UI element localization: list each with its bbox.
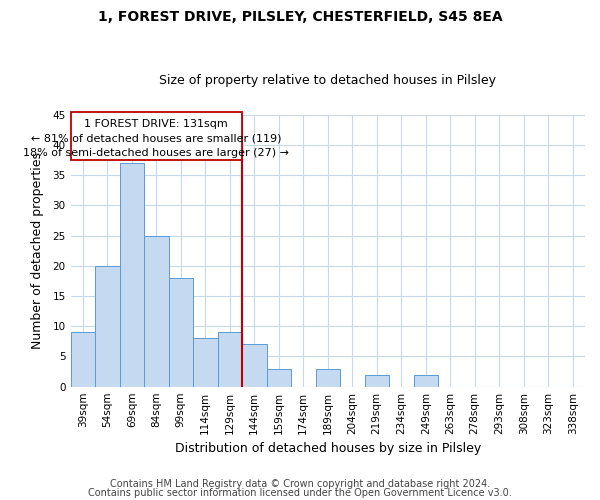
Text: ← 81% of detached houses are smaller (119): ← 81% of detached houses are smaller (11… bbox=[31, 133, 281, 143]
Text: 18% of semi-detached houses are larger (27) →: 18% of semi-detached houses are larger (… bbox=[23, 148, 289, 158]
X-axis label: Distribution of detached houses by size in Pilsley: Distribution of detached houses by size … bbox=[175, 442, 481, 455]
Text: 1 FOREST DRIVE: 131sqm: 1 FOREST DRIVE: 131sqm bbox=[85, 118, 228, 128]
Text: Contains HM Land Registry data © Crown copyright and database right 2024.: Contains HM Land Registry data © Crown c… bbox=[110, 479, 490, 489]
Bar bbox=[413, 374, 438, 386]
Bar bbox=[218, 332, 242, 386]
Bar bbox=[144, 236, 169, 386]
Bar bbox=[193, 338, 218, 386]
Text: Contains public sector information licensed under the Open Government Licence v3: Contains public sector information licen… bbox=[88, 488, 512, 498]
Bar bbox=[365, 374, 389, 386]
Bar bbox=[169, 278, 193, 386]
Y-axis label: Number of detached properties: Number of detached properties bbox=[31, 152, 44, 349]
Bar bbox=[242, 344, 266, 387]
Bar bbox=[266, 368, 291, 386]
Bar bbox=[95, 266, 119, 386]
Text: 1, FOREST DRIVE, PILSLEY, CHESTERFIELD, S45 8EA: 1, FOREST DRIVE, PILSLEY, CHESTERFIELD, … bbox=[98, 10, 502, 24]
Bar bbox=[71, 332, 95, 386]
Bar bbox=[119, 163, 144, 386]
Bar bbox=[316, 368, 340, 386]
Title: Size of property relative to detached houses in Pilsley: Size of property relative to detached ho… bbox=[159, 74, 496, 87]
Bar bbox=[71, 112, 242, 160]
